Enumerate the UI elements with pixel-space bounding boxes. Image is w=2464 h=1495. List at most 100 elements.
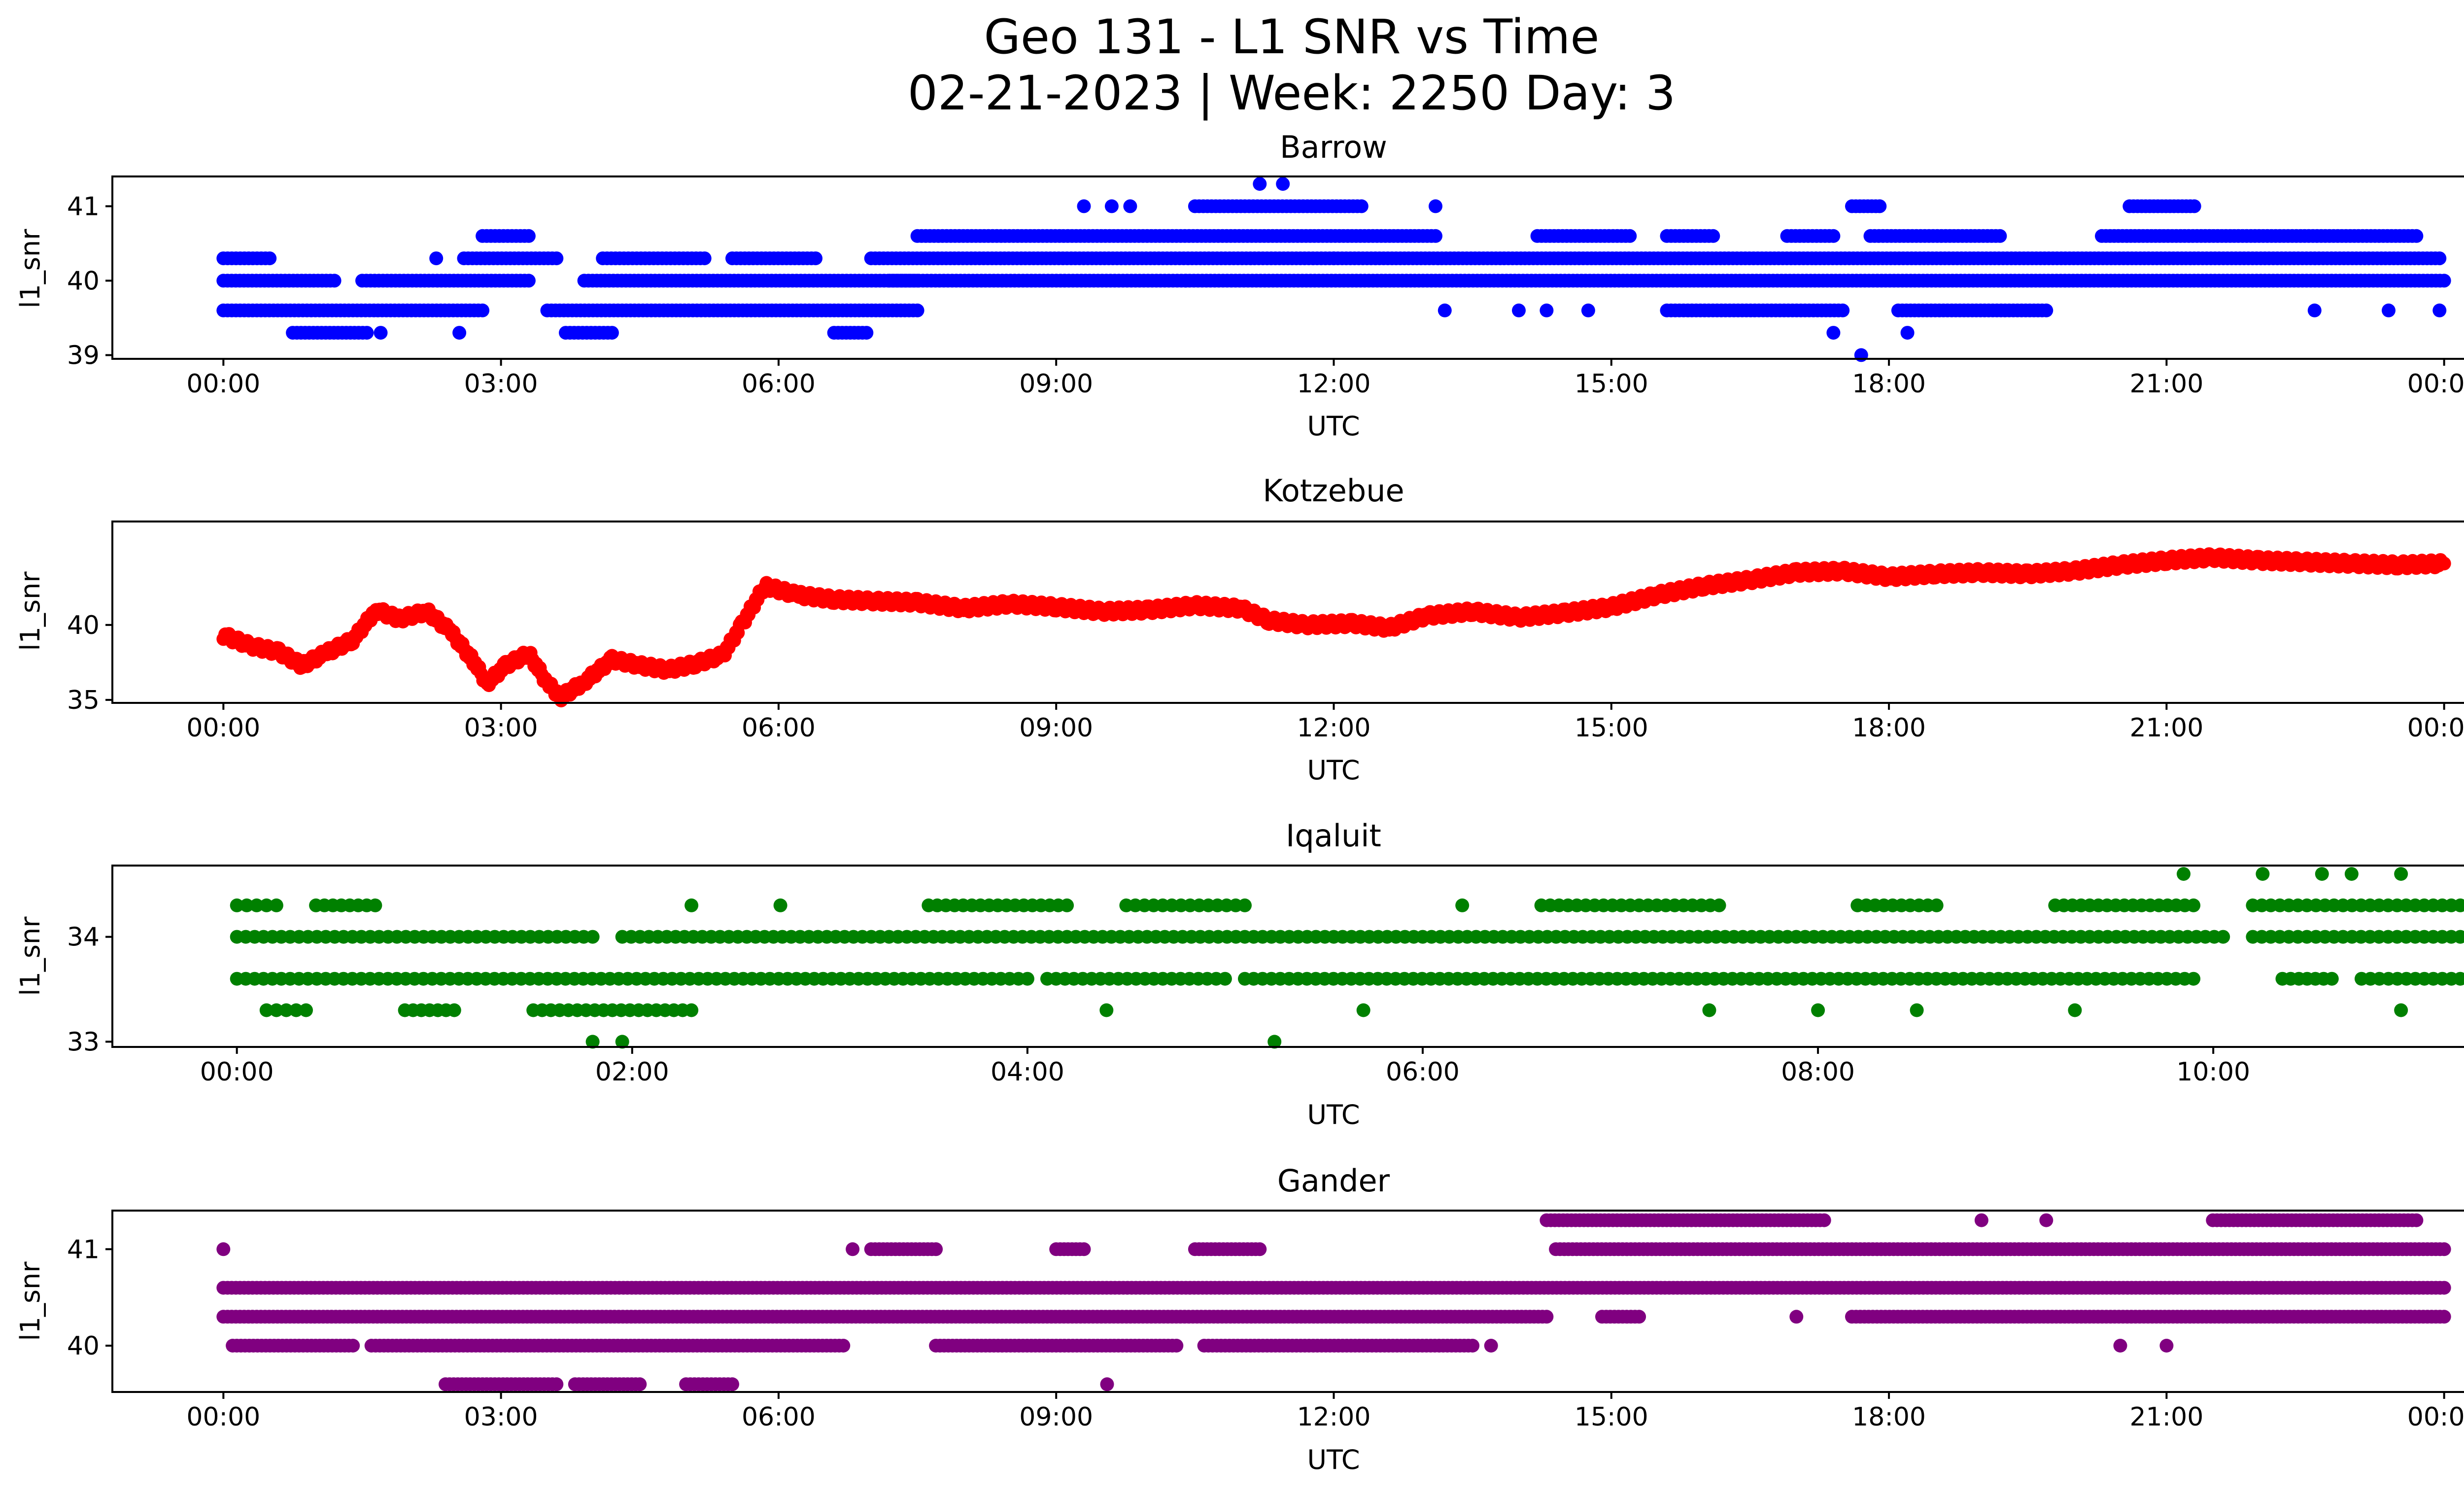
gander-x-axis-label: UTC <box>1307 1444 1360 1475</box>
iqaluit-x-tick-label: 10:00 <box>2176 1057 2250 1087</box>
kotzebue-axis-ticks: 00:00 03:00 06:00 09:00 12:00 15:00 18:00 21:00… <box>67 611 2464 743</box>
barrow-x-tick-label: 06:00 <box>742 369 816 399</box>
barrow-data-point <box>859 326 874 340</box>
barrow-data-point <box>2187 199 2201 213</box>
kotzebue-y-axis-label: l1_snr <box>15 571 46 651</box>
barrow-data-point <box>1429 199 1442 213</box>
barrow-data-point <box>605 326 619 340</box>
barrow-data-point <box>521 274 536 288</box>
iqaluit-x-tick-label: 08:00 <box>1781 1057 1855 1087</box>
gander-subplot: Gander UTC l1_snr 00:00 03:00 06:00 09:00 12… <box>15 1163 2464 1475</box>
iqaluit-data-point <box>1702 1003 1716 1017</box>
barrow-x-tick-label: 00:00 <box>2407 369 2464 399</box>
iqaluit-data-point <box>279 1003 293 1017</box>
kotzebue-y-tick-label: 35 <box>67 686 100 715</box>
barrow-x-tick-label: 21:00 <box>2129 369 2203 399</box>
barrow-subplot-title: Barrow <box>1280 129 1387 165</box>
iqaluit-plot-frame <box>111 865 2464 1048</box>
barrow-data-point <box>374 326 388 340</box>
gander-data-point <box>1077 1242 1091 1256</box>
iqaluit-data-point <box>269 898 283 912</box>
kotzebue-x-tick-label: 12:00 <box>1297 713 1371 743</box>
kotzebue-x-tick-label: 15:00 <box>1574 713 1648 743</box>
kotzebue-x-tick-label: 09:00 <box>1019 713 1093 743</box>
barrow-data-point <box>1900 326 1915 340</box>
iqaluit-data-point <box>1811 1003 1825 1017</box>
barrow-x-tick-label: 12:00 <box>1297 369 1371 399</box>
kotzebue-x-tick-label: 21:00 <box>2129 713 2203 743</box>
iqaluit-data-point <box>1712 898 1726 912</box>
gander-subplot-title: Gander <box>1277 1163 1390 1199</box>
iqaluit-data-point <box>2453 972 2464 986</box>
iqaluit-data-point <box>2216 930 2230 944</box>
iqaluit-data-point <box>2344 867 2359 881</box>
barrow-data-point <box>2039 303 2053 317</box>
barrow-data-point <box>1429 229 1442 243</box>
barrow-data-point <box>1123 199 1137 213</box>
barrow-data-point <box>360 326 374 340</box>
barrow-data-point <box>1253 177 1267 191</box>
iqaluit-data-point <box>1267 1035 1282 1049</box>
gander-y-axis-label: l1_snr <box>15 1261 46 1341</box>
barrow-data-point <box>2432 303 2447 317</box>
iqaluit-data-point <box>259 1003 274 1017</box>
iqaluit-data-point <box>368 898 382 912</box>
barrow-x-tick-label: 15:00 <box>1574 369 1648 399</box>
barrow-data-points <box>216 177 2451 362</box>
kotzebue-data-point <box>2437 556 2451 571</box>
kotzebue-x-tick-label: 00:00 <box>2407 713 2464 743</box>
kotzebue-y-tick-label: 40 <box>67 611 100 640</box>
gander-data-point <box>1253 1242 1267 1256</box>
barrow-x-axis-label: UTC <box>1307 411 1360 442</box>
barrow-data-point <box>1854 348 1868 362</box>
gander-data-point <box>1466 1339 1480 1353</box>
iqaluit-data-point <box>2177 867 2190 881</box>
barrow-data-point <box>697 251 712 266</box>
iqaluit-data-point <box>1238 898 1252 912</box>
kotzebue-x-tick-label: 06:00 <box>742 713 816 743</box>
iqaluit-data-point <box>615 1035 629 1049</box>
barrow-x-tick-label: 03:00 <box>464 369 538 399</box>
barrow-data-point <box>327 274 342 288</box>
iqaluit-data-point <box>684 898 699 912</box>
barrow-data-point <box>1826 326 1841 340</box>
iqaluit-data-point <box>1020 972 1034 986</box>
gander-data-point <box>836 1339 851 1353</box>
barrow-x-tick-label: 00:00 <box>186 369 260 399</box>
iqaluit-x-axis-label: UTC <box>1307 1099 1360 1130</box>
barrow-data-point <box>1104 199 1119 213</box>
barrow-data-point <box>2432 251 2447 266</box>
kotzebue-x-tick-label: 00:00 <box>186 713 260 743</box>
barrow-data-point <box>809 251 822 266</box>
kotzebue-x-axis-label: UTC <box>1307 755 1360 786</box>
iqaluit-data-point <box>269 1003 283 1017</box>
iqaluit-data-point <box>1929 898 1944 912</box>
iqaluit-data-point <box>1060 898 1074 912</box>
barrow-data-point <box>1836 303 1850 317</box>
iqaluit-y-axis-label: l1_snr <box>15 916 46 996</box>
iqaluit-x-tick-label: 04:00 <box>991 1057 1064 1087</box>
barrow-data-point <box>1873 199 1887 213</box>
gander-data-point <box>346 1339 360 1353</box>
barrow-data-point <box>1437 303 1452 317</box>
figure-title-line-1: Geo 131 - L1 SNR vs Time <box>984 9 1600 65</box>
iqaluit-data-point <box>2187 898 2201 912</box>
barrow-data-point <box>476 303 490 317</box>
iqaluit-data-point <box>2453 930 2464 944</box>
iqaluit-y-tick-label: 34 <box>67 923 100 952</box>
barrow-data-point <box>452 326 467 340</box>
barrow-axis-ticks: 00:00 03:00 06:00 09:00 12:00 15:00 18:00 21:00… <box>67 192 2464 399</box>
iqaluit-x-tick-label: 00:00 <box>200 1057 274 1087</box>
iqaluit-data-point <box>230 898 244 912</box>
barrow-x-tick-label: 09:00 <box>1019 369 1093 399</box>
iqaluit-x-tick-label: 02:00 <box>595 1057 669 1087</box>
barrow-subplot: Barrow UTC l1_snr 00:00 03:00 06:00 09:00 12… <box>15 129 2464 442</box>
kotzebue-x-tick-label: 03:00 <box>464 713 538 743</box>
gander-data-point <box>1169 1339 1184 1353</box>
iqaluit-data-point <box>1356 1003 1370 1017</box>
iqaluit-data-point <box>2325 972 2339 986</box>
iqaluit-data-point <box>1099 1003 1114 1017</box>
barrow-data-point <box>429 251 444 266</box>
